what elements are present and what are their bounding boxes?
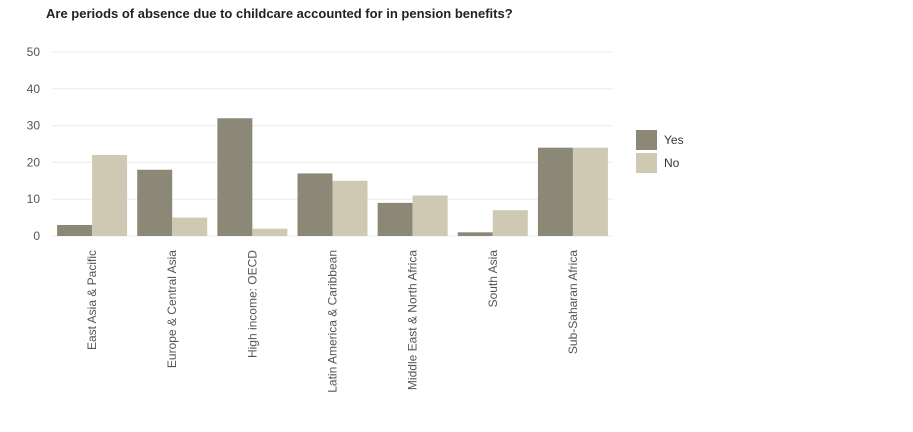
x-tick-label: Latin America & Caribbean: [326, 250, 340, 393]
x-tick-label: East Asia & Pacific: [85, 250, 99, 350]
bar-yes: [137, 169, 173, 236]
bar-yes: [457, 232, 493, 236]
x-tick-label: Middle East & North Africa: [406, 250, 420, 390]
y-tick-label: 10: [27, 192, 41, 206]
legend-swatch-no: [636, 153, 657, 173]
chart-title: Are periods of absence due to childcare …: [46, 6, 513, 21]
bar-no: [92, 155, 128, 236]
x-tick-label: Europe & Central Asia: [165, 250, 179, 368]
bar-no: [172, 217, 208, 236]
bar-no: [492, 210, 528, 236]
bar-yes: [537, 147, 573, 236]
y-tick-label: 40: [27, 82, 41, 96]
x-tick-label: Sub-Saharan Africa: [566, 250, 580, 354]
legend-label: Yes: [664, 133, 684, 147]
bar-no: [252, 228, 288, 236]
x-tick-label: South Asia: [486, 250, 500, 308]
y-tick-label: 50: [27, 45, 41, 59]
bar-no: [332, 180, 368, 236]
y-tick-label: 30: [27, 119, 41, 133]
bar-yes: [57, 224, 93, 236]
bar-yes: [297, 173, 333, 236]
y-tick-label: 20: [27, 155, 41, 169]
bar-no: [412, 195, 448, 236]
legend-swatch-yes: [636, 130, 657, 150]
legend-label: No: [664, 156, 680, 170]
x-tick-label: High income: OECD: [245, 250, 259, 358]
y-tick-label: 0: [33, 229, 40, 243]
bar-yes: [217, 118, 253, 236]
bar-yes: [377, 202, 413, 236]
bar-no: [572, 147, 608, 236]
